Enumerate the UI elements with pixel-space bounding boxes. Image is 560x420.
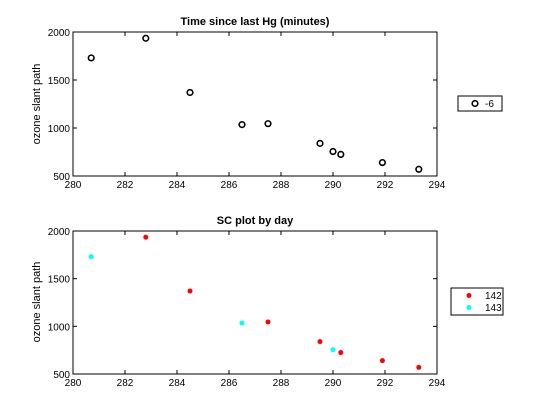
bottom-legend-marker-143 bbox=[466, 305, 472, 310]
bottom-y-ticks: 500 1000 1500 2000 bbox=[48, 227, 437, 381]
top-x-tick-label: 288 bbox=[273, 180, 290, 191]
bottom-legend-marker-142 bbox=[466, 293, 472, 298]
top-plot-title: Time since last Hg (minutes) bbox=[181, 16, 330, 28]
bottom-y-tick-label: 500 bbox=[53, 370, 70, 381]
top-legend-label-minus6: -6 bbox=[485, 99, 494, 110]
top-point-series--6 bbox=[87, 54, 95, 62]
bottom-x-tick-label: 292 bbox=[377, 378, 394, 389]
top-legend-box bbox=[457, 95, 503, 112]
bottom-y-tick-label: 1000 bbox=[48, 322, 71, 333]
bottom-legend-label-143: 143 bbox=[485, 303, 502, 314]
bottom-point-series-142 bbox=[338, 350, 344, 356]
top-axes-box bbox=[72, 31, 438, 177]
bottom-x-tick-label: 286 bbox=[221, 378, 238, 389]
bottom-point-series-142 bbox=[265, 319, 271, 325]
top-x-tick-label: 294 bbox=[429, 180, 446, 191]
top-scatter-plot: Time since last Hg (minutes) ozone slant… bbox=[31, 16, 503, 191]
bottom-point-series-143 bbox=[88, 254, 94, 260]
top-y-axis-label: ozone slant path bbox=[31, 64, 43, 145]
top-x-tick-label: 280 bbox=[65, 180, 82, 191]
top-x-tick-label: 284 bbox=[169, 180, 186, 191]
top-y-tick-label: 1500 bbox=[48, 76, 71, 87]
bottom-y-tick-label: 2000 bbox=[48, 227, 71, 238]
top-point-series--6 bbox=[264, 120, 272, 128]
top-x-tick-label: 282 bbox=[117, 180, 134, 191]
bottom-axes-box bbox=[72, 230, 438, 375]
bottom-legend-label-142: 142 bbox=[485, 291, 502, 302]
bottom-x-ticks: 280 282 284 286 288 290 292 294 bbox=[65, 231, 446, 389]
bottom-point-series-142 bbox=[143, 234, 149, 240]
top-point-series--6 bbox=[316, 139, 324, 147]
bottom-y-axis-label: ozone slant path bbox=[31, 262, 43, 343]
bottom-y-tick-label: 1500 bbox=[48, 275, 71, 286]
top-point-series--6 bbox=[186, 88, 194, 97]
bottom-x-tick-label: 290 bbox=[325, 378, 342, 389]
bottom-legend-box bbox=[450, 287, 504, 316]
bottom-x-tick-label: 282 bbox=[117, 378, 134, 389]
top-point-series--6 bbox=[378, 158, 387, 167]
bottom-scatter-plot: SC plot by day ozone slant path 280 282 28… bbox=[31, 215, 504, 389]
bottom-point-series-143 bbox=[330, 347, 336, 353]
bottom-data-points bbox=[88, 234, 422, 370]
bottom-legend: 142 143 bbox=[450, 287, 504, 316]
top-x-ticks: 280 282 284 286 288 290 292 294 bbox=[65, 32, 446, 191]
bottom-x-tick-label: 284 bbox=[169, 378, 186, 389]
top-legend-marker-minus6 bbox=[471, 99, 479, 108]
bottom-plot-title: SC plot by day bbox=[217, 215, 294, 227]
bottom-point-series-143 bbox=[239, 320, 245, 326]
bottom-point-series-142 bbox=[317, 339, 323, 345]
bottom-point-series-142 bbox=[187, 288, 193, 294]
bottom-x-tick-label: 294 bbox=[429, 378, 446, 389]
top-point-series--6 bbox=[337, 150, 345, 158]
top-y-ticks: 500 1000 1500 2000 bbox=[48, 28, 437, 183]
top-legend: -6 bbox=[457, 95, 503, 112]
top-x-tick-label: 292 bbox=[377, 180, 394, 191]
bottom-point-series-142 bbox=[379, 358, 385, 364]
top-x-tick-label: 290 bbox=[325, 180, 342, 191]
top-x-tick-label: 286 bbox=[221, 180, 238, 191]
bottom-x-tick-label: 288 bbox=[273, 378, 290, 389]
bottom-x-tick-label: 280 bbox=[65, 378, 82, 389]
top-y-tick-label: 2000 bbox=[48, 28, 71, 39]
top-data-points bbox=[87, 34, 423, 173]
top-y-tick-label: 500 bbox=[53, 172, 70, 183]
top-y-tick-label: 1000 bbox=[48, 124, 71, 135]
bottom-point-series-142 bbox=[416, 364, 422, 370]
top-point-series--6 bbox=[329, 147, 337, 156]
top-point-series--6 bbox=[142, 34, 150, 42]
top-point-series--6 bbox=[415, 165, 423, 173]
top-point-series--6 bbox=[238, 121, 246, 129]
